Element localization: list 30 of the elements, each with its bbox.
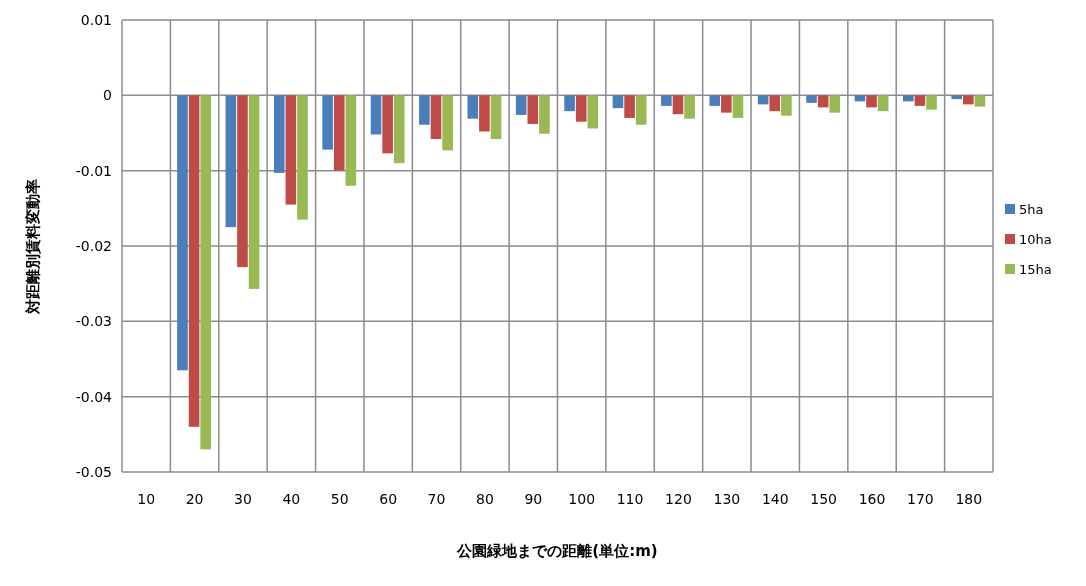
x-tick-label: 160 [858,491,886,507]
legend-label: 5ha [1019,202,1044,217]
y-tick-label: -0.02 [75,238,112,254]
x-tick-label: 150 [810,491,838,507]
x-tick-label: 80 [476,491,494,507]
x-tick-label: 60 [379,491,398,507]
x-tick-label: 30 [234,491,252,507]
x-tick-label: 120 [665,491,692,507]
y-tick-label: -0.04 [75,388,113,405]
x-tick-label: 110 [616,491,644,507]
y-tick-label: -0.01 [75,162,112,179]
x-tick-label: 40 [282,491,301,507]
x-tick-label: 180 [955,491,983,507]
x-tick-label: 20 [185,491,204,507]
x-tick-label: 140 [761,491,789,507]
x-tick-label: 100 [568,491,596,507]
x-tick-label: 70 [427,491,446,507]
x-tick-label: 130 [713,491,741,507]
x-tick-label: 50 [330,491,349,507]
legend-label: 10ha [1019,232,1052,247]
x-tick-label: 10 [137,491,156,507]
y-tick-label: 0.01 [80,12,112,28]
x-tick-label: 170 [907,491,934,507]
y-tick-label: -0.03 [75,313,112,330]
y-axis-title: 対距離別賃料変動率 [24,178,42,315]
legend-label: 15ha [1019,262,1052,277]
x-tick-label: 90 [524,491,543,507]
y-tick-label: 0 [103,87,112,104]
y-tick-label: -0.05 [75,464,112,480]
x-axis-title: 公園緑地までの距離(単位:m) [456,542,658,560]
